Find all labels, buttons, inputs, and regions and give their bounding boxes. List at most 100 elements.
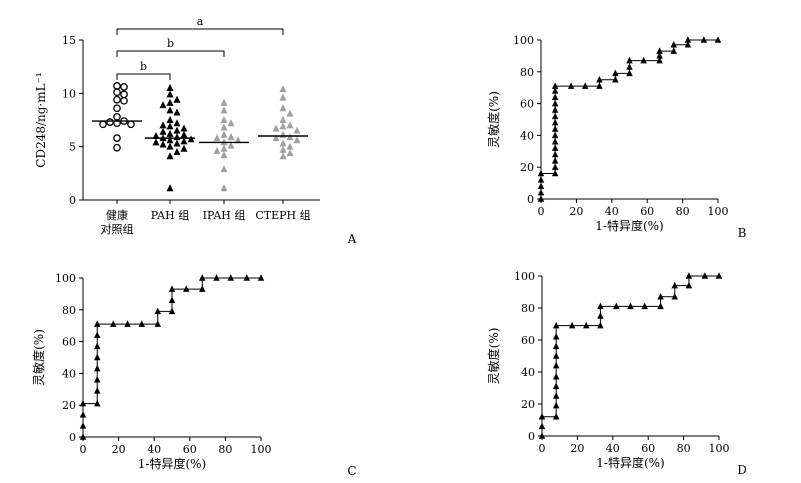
panel-a-y-tick-label: 0 [69, 194, 76, 207]
panel-a-point [173, 133, 181, 141]
panel-a-category-label: 健康 [106, 208, 128, 222]
panel-c-roc-point [124, 320, 131, 327]
panel-b-x-tick-label: 20 [569, 205, 583, 218]
panel-a-point [159, 140, 167, 148]
panel-label-d: D [737, 463, 747, 477]
panel-b-roc-point [626, 63, 633, 70]
panel-b-x-tick-label: 100 [708, 205, 729, 218]
panel-b-roc-point [700, 36, 708, 43]
panel-b-x-axis-title: 1-特异度(%) [595, 218, 663, 233]
panel-a-point [113, 143, 121, 152]
panel-d-roc-point [552, 361, 560, 369]
panel-a-point [220, 116, 228, 123]
panel-a-point [279, 122, 287, 130]
panel-b-roc-point [596, 76, 603, 83]
panel-a-point [106, 118, 114, 126]
panel-b-roc-point [537, 182, 545, 190]
panel-a-category-label: PAH 组 [151, 208, 189, 222]
panel-c-roc-point [168, 285, 176, 292]
panel-a-point [173, 95, 181, 103]
panel-d-roc-point [552, 373, 560, 380]
panel-a-point [113, 134, 121, 142]
panel-c-roc-point [199, 285, 206, 292]
panel-a-point [159, 121, 167, 129]
panel-a-point [113, 88, 121, 97]
panel-d-roc-point [715, 272, 723, 279]
panel-b-y-tick-label: 0 [527, 193, 534, 206]
panel-c-roc-point [154, 320, 162, 327]
panel-b-roc-point [551, 93, 559, 100]
panel-a-point [279, 116, 287, 123]
panel-b-roc-point [670, 41, 677, 48]
significance-bracket [116, 28, 284, 35]
panel-d-y-tick-label: 80 [521, 302, 535, 315]
panel-b-roc-point [551, 163, 559, 170]
panel-a-point [166, 84, 174, 91]
panel-a-point [166, 98, 174, 106]
panel-c-x-tick-label: 60 [183, 443, 197, 456]
panel-a-point [166, 136, 174, 144]
panel-b-y-tick-label: 40 [520, 129, 534, 142]
panel-a-point [286, 121, 294, 129]
panel-c-y-tick-label: 100 [55, 272, 76, 285]
panel-a-point [279, 104, 287, 112]
panel-a-point [213, 146, 221, 154]
panel-b-roc-point [684, 41, 692, 48]
panel-c-roc-point [93, 399, 101, 407]
panel-b-roc-point [551, 112, 559, 120]
panel-d-roc-point [641, 302, 648, 310]
significance-bracket [116, 73, 171, 80]
panel-c-y-tick-label: 20 [62, 399, 76, 412]
panel-a-point [166, 142, 174, 150]
panel-d-roc-curve [541, 275, 719, 436]
panel-a-point [279, 139, 287, 147]
panel-c-y-tick-label: 60 [62, 336, 76, 349]
panel-a-point [166, 152, 174, 160]
panel-a-point [173, 148, 181, 155]
panel-b-roc-point [551, 150, 559, 158]
panel-c-roc-point [79, 410, 87, 418]
panel-a-point [279, 130, 287, 138]
panel-a-point [152, 132, 160, 139]
panel-b-roc-point [656, 52, 663, 59]
panel-a-point [166, 106, 174, 114]
panel-c-roc-point [168, 296, 176, 304]
panel-a-point [213, 134, 221, 142]
panel-d-roc-point [552, 342, 560, 350]
panel-b-x-tick-label: 60 [640, 205, 654, 218]
panel-a-y-tick-label: 5 [69, 141, 76, 154]
panel-a-point [120, 83, 128, 91]
panel-d-y-tick-label: 100 [514, 270, 535, 283]
panel-a-point [279, 93, 287, 101]
panel-c-roc-point [93, 331, 101, 338]
panel-a-point [127, 120, 135, 129]
panel-c-roc-point [93, 342, 101, 350]
panel-a-point [227, 133, 235, 141]
panel-d-roc-point [671, 281, 678, 289]
panel-b-roc-point [567, 82, 575, 89]
panel-a-point [286, 149, 294, 157]
panel-d-roc-point [685, 281, 693, 289]
panel-b-x-tick-label: 40 [605, 205, 619, 218]
panel-b-roc-point [656, 56, 663, 64]
panel-c-roc-point [168, 307, 176, 315]
panel-a-point [272, 134, 280, 142]
panel-d-roc-point [552, 352, 560, 359]
panel-c-roc-point [154, 307, 162, 315]
panel-a-category-label: IPAH 组 [203, 208, 246, 222]
panel-d-roc-point [597, 321, 604, 329]
panel-a-point [180, 124, 188, 132]
panel-b-roc-point [551, 99, 559, 107]
panel-b-roc-point [537, 176, 545, 183]
panel-label-b: B [738, 226, 747, 240]
significance-label: a [197, 15, 204, 28]
panel-a-point [180, 137, 188, 145]
panel-a-point [279, 85, 287, 93]
panel-a-category-label: CTEPH 组 [255, 208, 310, 222]
panel-b-roc-point [596, 82, 603, 89]
panel-b-roc-point [612, 76, 619, 83]
panel-a-point [286, 142, 294, 150]
panel-b-roc-point [551, 157, 559, 164]
panel-c-roc-point [93, 353, 101, 361]
panel-b-y-tick-label: 60 [520, 98, 534, 111]
